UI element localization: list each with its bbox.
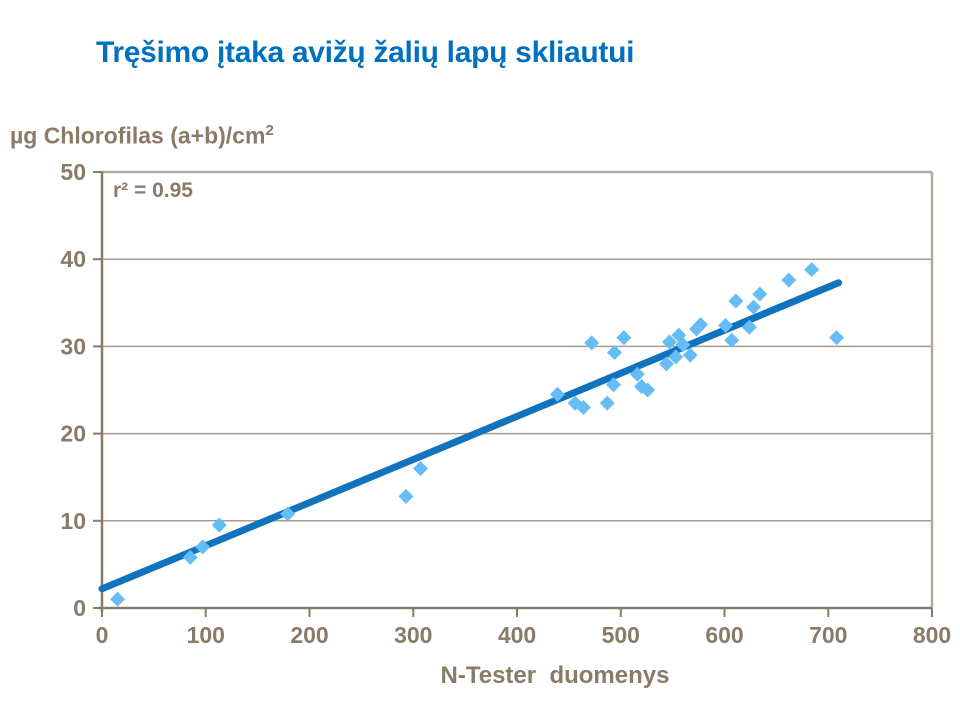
scatter-point xyxy=(280,506,296,522)
r-squared-annotation: r² = 0.95 xyxy=(113,179,193,202)
scatter-point xyxy=(599,395,615,411)
x-tick-label: 300 xyxy=(394,622,432,648)
scatter-point xyxy=(746,299,762,315)
scatter-point xyxy=(693,317,709,333)
scatter-point xyxy=(607,345,623,361)
x-tick-label: 400 xyxy=(498,622,536,648)
scatter-point xyxy=(584,335,600,351)
scatter-point xyxy=(658,356,674,372)
scatter-point xyxy=(398,488,414,504)
scatter-point xyxy=(682,347,698,363)
scatter-point xyxy=(605,377,621,393)
scatter-point xyxy=(752,286,768,302)
scatter-point xyxy=(549,386,565,402)
x-tick-label: 800 xyxy=(913,622,951,648)
y-tick-label: 0 xyxy=(73,595,86,621)
x-tick-label: 500 xyxy=(602,622,640,648)
scatter-point xyxy=(616,330,632,346)
y-axis-title-text: µg Chlorofilas (a+b)/cm xyxy=(10,122,266,149)
scatter-point xyxy=(675,337,691,353)
scatter-point xyxy=(662,334,678,350)
y-axis-title: µg Chlorofilas (a+b)/cm2 xyxy=(10,122,274,150)
scatter-point xyxy=(728,293,744,309)
slide-title: Tręšimo įtaka avižų žalių lapų skliautui xyxy=(96,36,635,69)
scatter-point xyxy=(668,349,684,365)
scatter-point xyxy=(575,399,591,415)
y-tick-label: 10 xyxy=(60,508,86,534)
x-tick-label: 100 xyxy=(187,622,225,648)
scatter-point xyxy=(629,366,645,382)
scatter-point xyxy=(640,382,656,398)
scatter-point xyxy=(718,317,734,333)
scatter-point xyxy=(182,549,198,565)
x-axis-title: N-Tester duomenys xyxy=(440,662,670,689)
y-tick-label: 40 xyxy=(60,246,86,272)
scatter-point xyxy=(724,332,740,348)
x-tick-label: 700 xyxy=(809,622,847,648)
x-tick-label: 600 xyxy=(705,622,743,648)
scatter-point xyxy=(741,319,757,335)
scatter-point xyxy=(804,262,820,278)
y-tick-label: 50 xyxy=(60,159,86,185)
x-tick-label: 0 xyxy=(96,622,109,648)
scatter-point xyxy=(829,330,845,346)
scatter-point xyxy=(781,272,797,288)
scatter-point xyxy=(413,460,429,476)
scatter-point xyxy=(110,591,126,607)
y-axis-title-superscript: 2 xyxy=(265,122,274,139)
y-tick-label: 30 xyxy=(60,333,86,359)
x-tick-label: 200 xyxy=(290,622,328,648)
y-tick-label: 20 xyxy=(60,421,86,447)
scatter-point xyxy=(211,517,227,533)
scatter-point xyxy=(195,539,211,555)
trend-line xyxy=(98,279,843,593)
